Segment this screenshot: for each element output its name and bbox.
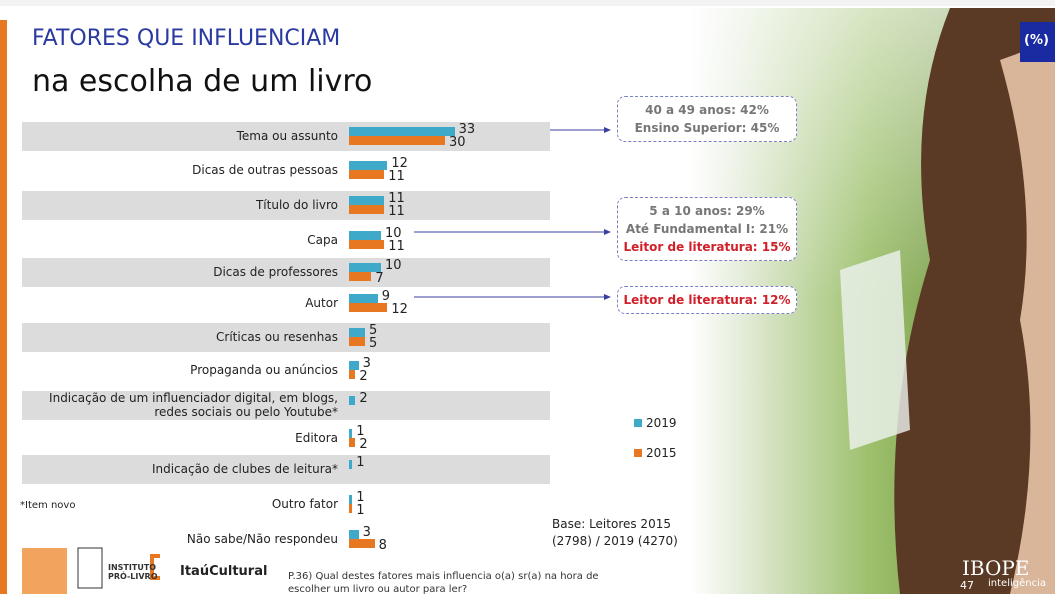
annotation-text: Leitor de literatura: 12% bbox=[618, 291, 796, 309]
value-label: 11 bbox=[388, 205, 405, 218]
bar bbox=[349, 328, 365, 337]
category-label: Autor bbox=[305, 296, 338, 310]
category-label: Outro fator bbox=[272, 497, 338, 511]
bar bbox=[349, 495, 352, 504]
annotation-text: 40 a 49 anos: 42% bbox=[618, 101, 796, 119]
brand: IBOPE bbox=[962, 556, 1029, 580]
bar bbox=[349, 370, 355, 379]
annotation-text: Ensino Superior: 45% bbox=[618, 119, 796, 137]
bar bbox=[349, 530, 359, 539]
annotation-text: 5 a 10 anos: 29% bbox=[618, 202, 796, 220]
bar bbox=[349, 337, 365, 346]
page-number: 47 bbox=[960, 579, 974, 592]
legend-label: 2015 bbox=[646, 446, 677, 460]
legend-label: 2019 bbox=[646, 416, 677, 430]
annotation-box: 5 a 10 anos: 29%Até Fundamental I: 21%Le… bbox=[617, 197, 797, 261]
bar bbox=[349, 460, 352, 469]
legend-swatch bbox=[634, 419, 642, 427]
bar bbox=[349, 438, 355, 447]
value-label: 1 bbox=[356, 456, 364, 469]
bar bbox=[349, 504, 352, 513]
bar bbox=[349, 136, 445, 145]
category-label: Propaganda ou anúncios bbox=[190, 363, 338, 377]
category-label: Tema ou assunto bbox=[237, 129, 338, 143]
bar bbox=[349, 539, 375, 548]
annotation-box: Leitor de literatura: 12% bbox=[617, 286, 797, 314]
annotation-text: Até Fundamental I: 21% bbox=[618, 220, 796, 238]
bar bbox=[349, 231, 381, 240]
subtitle: na escolha de um livro bbox=[32, 64, 372, 99]
bar bbox=[349, 396, 355, 405]
bar bbox=[349, 161, 387, 170]
brand-sub: inteligência bbox=[988, 578, 1046, 589]
title: FATORES QUE INFLUENCIAM bbox=[32, 26, 340, 51]
value-label: 2 bbox=[359, 392, 367, 405]
bar bbox=[349, 205, 384, 214]
value-label: 30 bbox=[449, 136, 466, 149]
category-label: Título do livro bbox=[256, 198, 338, 212]
bar bbox=[349, 196, 384, 205]
bar bbox=[349, 240, 384, 249]
bar bbox=[349, 303, 387, 312]
slide: FATORES QUE INFLUENCIAM na escolha de um… bbox=[0, 0, 1055, 594]
bar bbox=[349, 361, 359, 370]
unit-label: (%) bbox=[1024, 33, 1049, 48]
value-label: 11 bbox=[388, 240, 405, 253]
value-label: 11 bbox=[388, 170, 405, 183]
bar bbox=[349, 170, 384, 179]
category-label: Capa bbox=[307, 233, 338, 247]
category-label: Dicas de professores bbox=[213, 265, 338, 279]
value-label: 5 bbox=[369, 337, 377, 350]
logo: INSTITUTO PRÓ-LIVRO bbox=[108, 563, 158, 581]
value-label: 2 bbox=[359, 370, 367, 383]
logo: ItaúCultural bbox=[180, 564, 267, 579]
annotation-box: 40 a 49 anos: 42%Ensino Superior: 45% bbox=[617, 96, 797, 142]
value-label: 12 bbox=[391, 303, 408, 316]
value-label: 9 bbox=[382, 290, 390, 303]
value-label: 2 bbox=[359, 438, 367, 451]
category-label: Indicação de clubes de leitura* bbox=[152, 462, 338, 476]
base-note: Base: Leitores 2015 (2798) / 2019 (4270) bbox=[552, 516, 678, 550]
legend-swatch bbox=[634, 449, 642, 457]
annotation-text: Leitor de literatura: 15% bbox=[618, 238, 796, 256]
category-label: Editora bbox=[295, 431, 338, 445]
category-label: Não sabe/Não respondeu bbox=[187, 532, 338, 546]
note: *Item novo bbox=[20, 500, 75, 511]
value-label: 3 bbox=[363, 526, 371, 539]
category-label: Dicas de outras pessoas bbox=[192, 163, 338, 177]
bar bbox=[349, 429, 352, 438]
bar bbox=[349, 294, 378, 303]
bar bbox=[349, 127, 455, 136]
category-label: Críticas ou resenhas bbox=[216, 330, 338, 344]
value-label: 8 bbox=[379, 539, 387, 552]
question: P.36) Qual destes fatores mais influenci… bbox=[288, 570, 599, 594]
value-label: 1 bbox=[356, 504, 364, 517]
value-label: 7 bbox=[375, 272, 383, 285]
category-label: Indicação de um influenciador digital, e… bbox=[49, 391, 338, 419]
bar bbox=[349, 272, 371, 281]
value-label: 10 bbox=[385, 259, 402, 272]
